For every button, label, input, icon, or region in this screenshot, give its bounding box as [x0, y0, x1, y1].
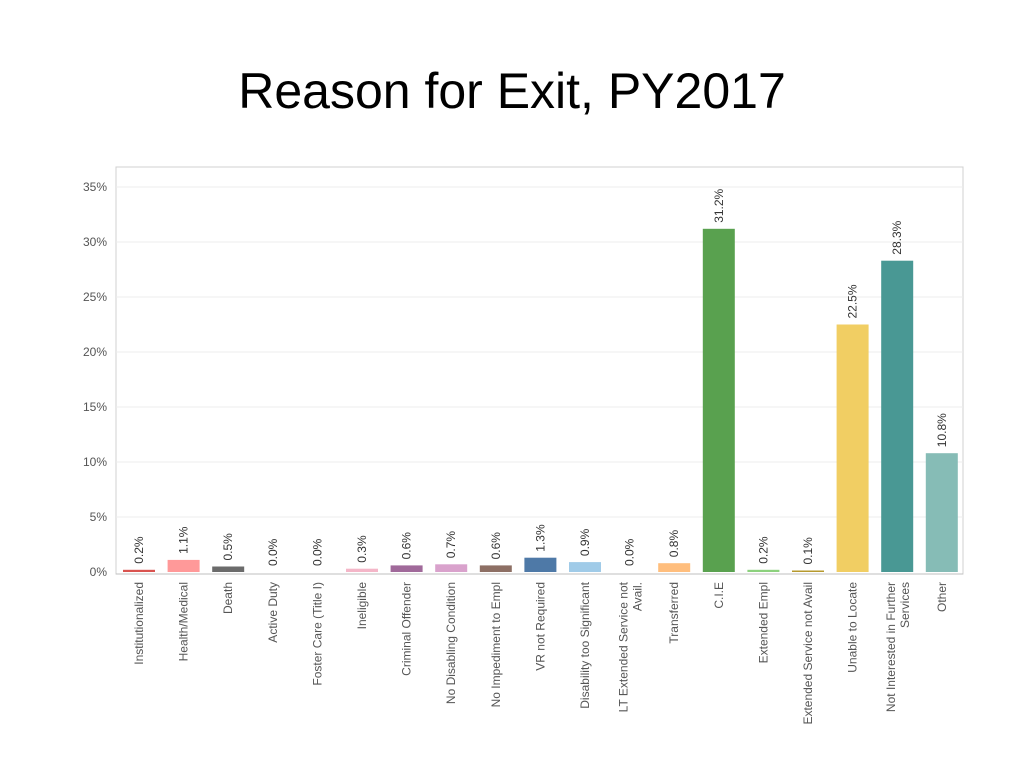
bar	[925, 453, 958, 572]
x-tick-label: Death	[221, 582, 235, 614]
x-tick-label: Unable to Locate	[846, 582, 860, 673]
data-label: 0.0%	[266, 538, 280, 566]
x-tick-label: Active Duty	[266, 582, 280, 643]
x-tick-label: Extended Service not Avail	[801, 582, 815, 725]
bar	[747, 569, 780, 572]
slide-title: Reason for Exit, PY2017	[238, 63, 786, 119]
x-tick-label: Foster Care (Title I)	[310, 582, 324, 686]
x-tick-label: Avail.	[631, 582, 645, 611]
data-label: 0.3%	[355, 535, 369, 563]
data-label: 0.2%	[132, 536, 146, 564]
x-tick-label: Institutionalized	[132, 582, 146, 665]
y-tick-label: 5%	[90, 510, 108, 524]
y-tick-label: 30%	[83, 235, 107, 249]
x-tick-label: Not Interested in Further	[884, 582, 898, 712]
data-label: 0.5%	[221, 533, 235, 561]
bar	[658, 563, 691, 572]
bar	[435, 564, 468, 572]
bar	[212, 566, 245, 572]
data-label: 0.8%	[667, 530, 681, 558]
x-tick-label: C.I.E	[712, 582, 726, 609]
data-label: 0.6%	[400, 532, 414, 560]
bars	[123, 228, 958, 573]
y-axis: 0% 5% 10% 15% 20% 25% 30% 35%	[83, 180, 107, 579]
x-tick-label: Disability too Significant	[578, 581, 592, 708]
bar	[792, 570, 824, 572]
x-tick-label: Criminal Offender	[400, 582, 414, 676]
x-tick-label: No Disabling Condition	[444, 582, 458, 704]
data-labels: 0.2% 1.1% 0.5% 0.0% 0.0% 0.3% 0.6% 0.7% 0.6% 1.3%…	[132, 188, 949, 566]
bar	[390, 565, 423, 572]
y-tick-label: 20%	[83, 345, 107, 359]
y-tick-label: 35%	[83, 180, 107, 194]
bar	[569, 562, 601, 572]
x-tick-label: Health/Medical	[177, 582, 191, 661]
data-label: 0.0%	[310, 538, 324, 566]
data-label: 1.1%	[177, 526, 191, 554]
bar	[346, 568, 378, 572]
data-label: 0.6%	[489, 532, 503, 560]
data-label: 28.3%	[890, 220, 904, 254]
data-label: 22.5%	[846, 284, 860, 318]
data-label: 0.2%	[756, 536, 770, 564]
data-label: 0.1%	[801, 537, 815, 565]
y-tick-label: 0%	[90, 565, 108, 579]
y-tick-label: 15%	[83, 400, 107, 414]
bar	[702, 228, 735, 573]
x-tick-label: No Impediment to Empl	[489, 582, 503, 707]
x-tick-label: Ineligible	[355, 582, 369, 630]
x-axis: Institutionalized Health/Medical Death Acti…	[132, 581, 949, 724]
bar	[524, 557, 557, 572]
data-label: 31.2%	[712, 188, 726, 222]
bar	[123, 569, 155, 572]
x-tick-label: LT Extended Service not	[617, 581, 631, 712]
x-tick-label: Transferred	[667, 582, 681, 644]
data-label: 0.7%	[444, 531, 458, 559]
bar	[881, 260, 914, 572]
data-label: 10.8%	[935, 413, 949, 447]
x-tick-label: Services	[898, 582, 912, 628]
x-tick-label: Other	[935, 582, 949, 612]
y-tick-label: 10%	[83, 455, 107, 469]
bar	[479, 565, 512, 572]
x-tick-label: Extended Empl	[756, 582, 770, 663]
data-label: 1.3%	[533, 524, 547, 552]
bar	[167, 559, 200, 572]
x-tick-label: VR not Required	[533, 582, 547, 671]
gridlines	[116, 186, 963, 518]
plot-frame	[115, 166, 964, 575]
y-tick-label: 25%	[83, 290, 107, 304]
bar	[836, 324, 869, 572]
data-label: 0.0%	[623, 538, 637, 566]
data-label: 0.9%	[578, 528, 592, 556]
